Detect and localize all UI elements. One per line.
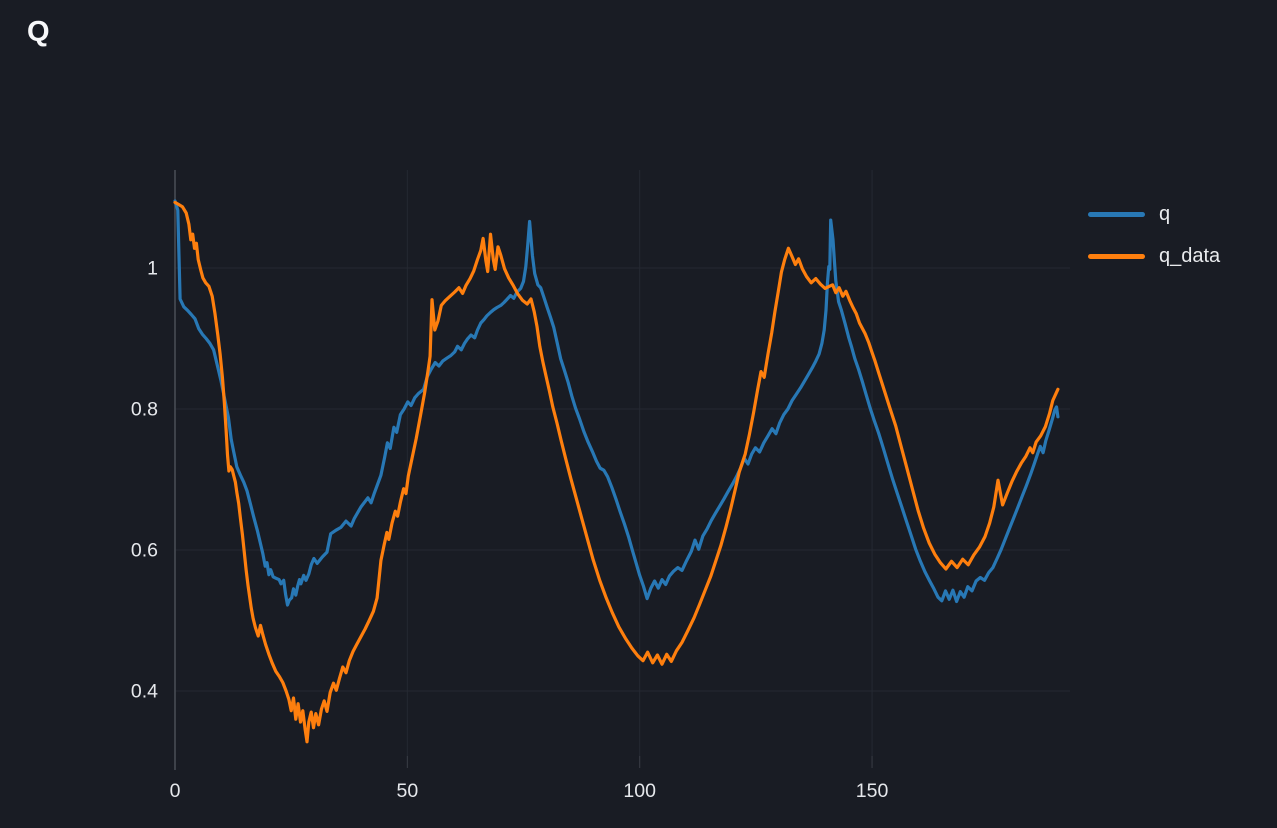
legend-item-q_data[interactable]: q_data	[1088, 240, 1220, 272]
legend: q q_data	[1088, 198, 1220, 272]
legend-item-q[interactable]: q	[1088, 198, 1220, 230]
x-tick-label-150: 150	[856, 780, 889, 802]
legend-swatch-q	[1088, 211, 1145, 217]
x-tick-label-0: 0	[170, 780, 181, 802]
x-tick-label-100: 100	[623, 780, 656, 802]
series-line-q_data[interactable]	[173, 200, 1060, 744]
series-line-q[interactable]	[173, 199, 1060, 607]
legend-label-q_data: q_data	[1159, 245, 1221, 267]
x-tick-label-50: 50	[396, 780, 418, 802]
y-tick-label-1: 1	[147, 258, 158, 280]
y-tick-label-0.6: 0.6	[131, 540, 158, 562]
legend-swatch-q_data	[1088, 253, 1145, 259]
chart-title: Q	[27, 16, 50, 48]
y-tick-label-0.4: 0.4	[131, 681, 158, 703]
y-tick-label-0.8: 0.8	[131, 399, 158, 421]
legend-label-q: q	[1159, 203, 1171, 225]
